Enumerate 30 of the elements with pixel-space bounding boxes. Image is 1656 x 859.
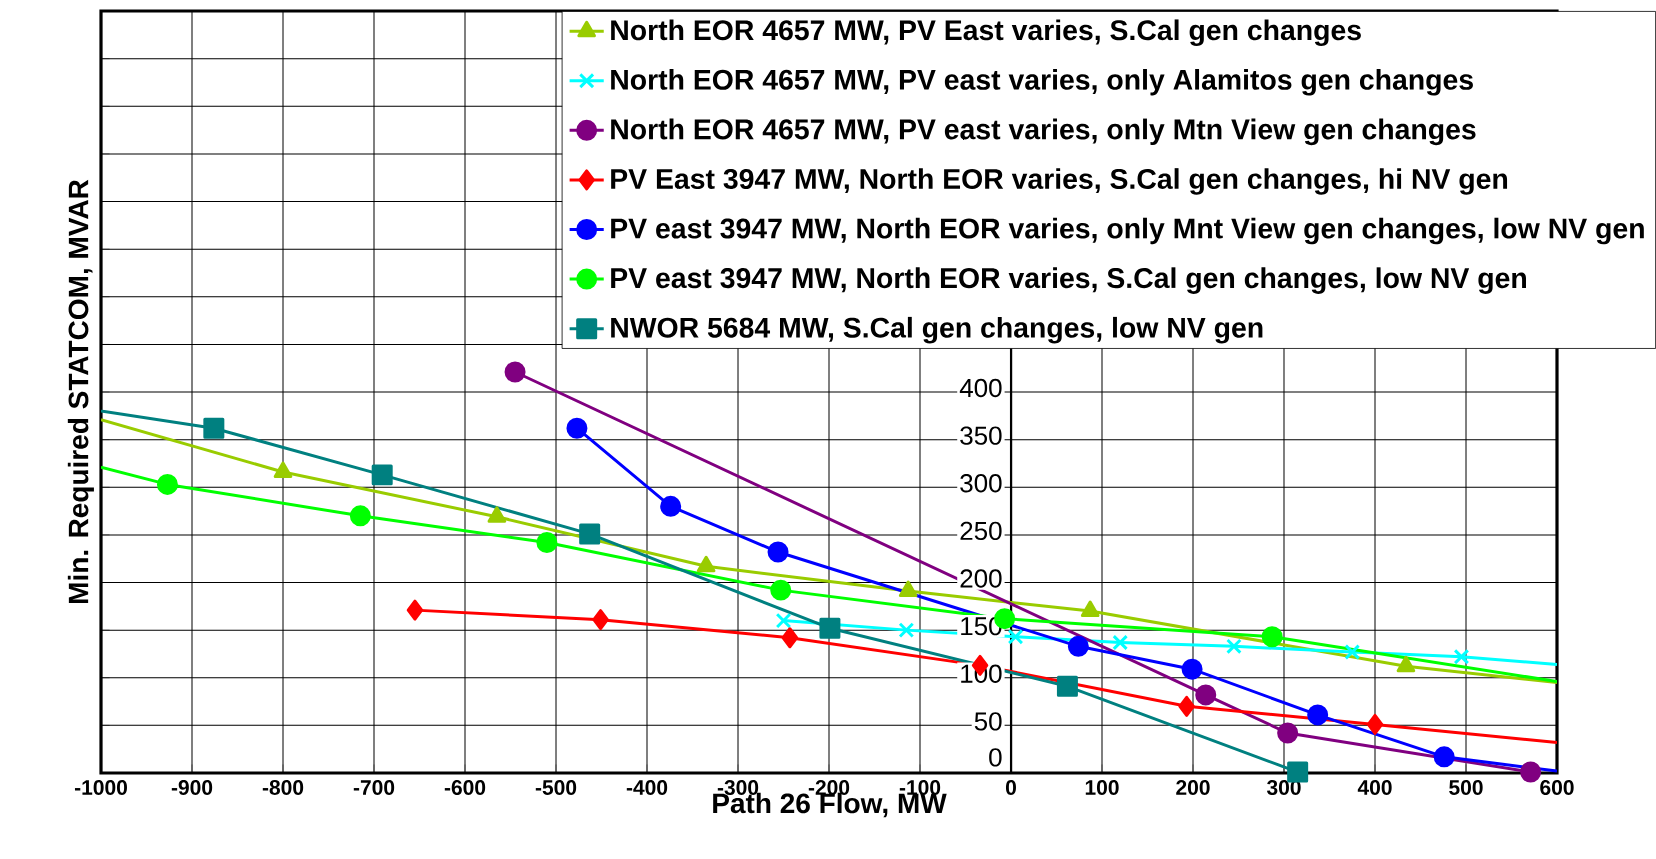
x-tick-label: 0 (1005, 780, 1016, 795)
x-tick-label: 400 (1357, 780, 1392, 795)
x-tick-label: -600 (444, 780, 486, 795)
x-tick-label: 100 (1085, 780, 1119, 795)
y-axis-title: Min. Required STATCOM, MVAR (67, 179, 94, 603)
legend-label: North EOR 4657 MW, PV East varies, S.Cal gen changes (611, 19, 1361, 47)
x-tick-label: 300 (1266, 780, 1301, 795)
legend-label: PV east 3947 MW, North EOR varies, only Mnt View gen changes, low NV gen (611, 217, 1644, 245)
x-tick-label: 200 (1176, 780, 1210, 795)
x-tick-label: -1000 (74, 780, 127, 795)
x-tick-label: -900 (171, 780, 213, 795)
legend-label: North EOR 4657 MW, PV east varies, only Mtn View gen changes (611, 118, 1476, 146)
legend-label: North EOR 4657 MW, PV east varies, only Alamitos gen changes (611, 69, 1473, 96)
x-tick-label: -100 (899, 780, 941, 795)
x-tick-label: 600 (1540, 780, 1574, 795)
y-tick-label: 400 (959, 378, 1002, 398)
y-tick-label: 350 (960, 426, 1002, 445)
legend-label: NWOR 5684 MW, S.Cal gen changes, low NV gen (611, 316, 1263, 344)
x-tick-label: -400 (626, 780, 668, 795)
x-tick-label: -700 (353, 780, 395, 795)
y-tick-label: 0 (989, 748, 1002, 767)
y-tick-label: 300 (960, 474, 1002, 493)
y-tick-label: 50 (974, 712, 1002, 731)
legend-label: PV East 3947 MW, North EOR varies, S.Cal gen changes, hi NV gen (611, 168, 1508, 195)
y-tick-label: 200 (960, 569, 1002, 588)
x-tick-label: -500 (535, 780, 577, 795)
legend-label: PV east 3947 MW, North EOR varies, S.Cal gen changes, low NV gen (611, 267, 1526, 294)
x-tick-label: 500 (1449, 780, 1483, 795)
x-tick-label: -800 (262, 780, 304, 795)
y-tick-label: 250 (960, 521, 1002, 541)
